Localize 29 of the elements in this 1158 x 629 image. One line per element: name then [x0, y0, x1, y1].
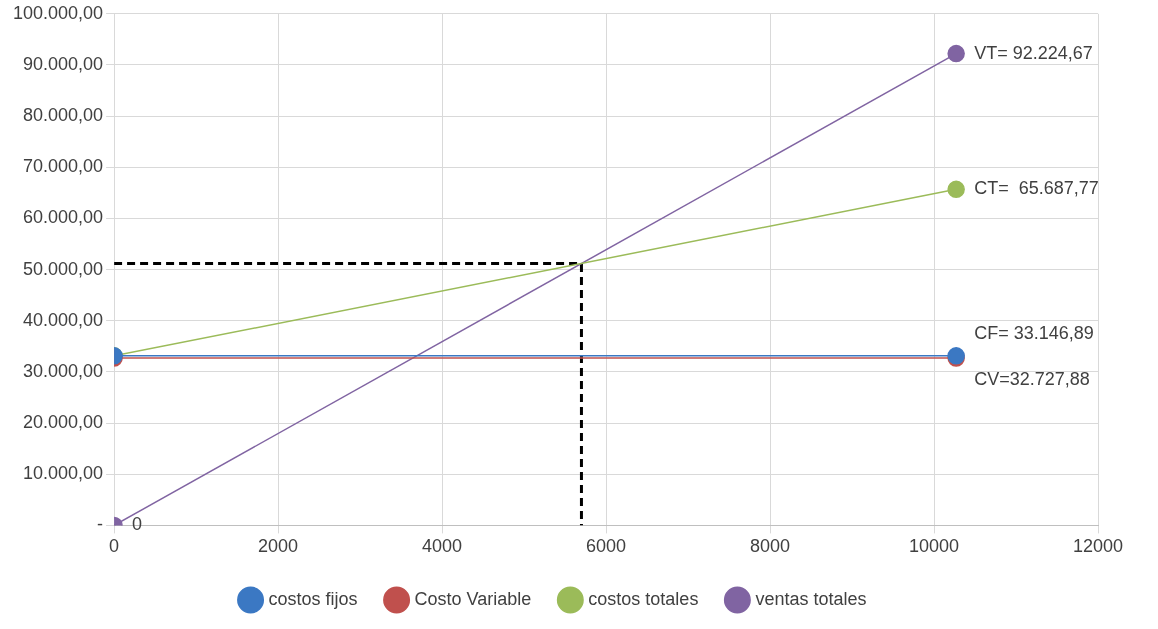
y-tick-label: 20.000,00	[23, 412, 104, 433]
legend-label: costos totales	[588, 588, 699, 609]
y-tick-label: 60.000,00	[23, 207, 104, 228]
y-tick-label: 50.000,00	[23, 258, 104, 279]
y-tick-label: 80.000,00	[23, 105, 104, 126]
x-tick-label: 2000	[258, 536, 299, 557]
data-label: CF= 33.146,89	[974, 322, 1094, 343]
y-tick-label: 100.000,00	[12, 2, 104, 23]
x-tick-label: 8000	[750, 536, 791, 557]
y-tick-label: 30.000,00	[23, 360, 104, 381]
legend-label: costos fijos	[268, 588, 358, 609]
data-label: 0	[132, 514, 143, 535]
x-tick-label: 10000	[908, 536, 960, 557]
x-tick-label: 0	[109, 536, 120, 557]
x-tick-label: 4000	[422, 536, 463, 557]
y-tick-label: 70.000,00	[23, 156, 104, 177]
point	[947, 180, 965, 199]
point	[947, 44, 965, 63]
y-tick-label: 40.000,00	[23, 309, 104, 330]
y-tick-label: -	[97, 514, 104, 535]
legend-label: Costo Variable	[414, 588, 532, 609]
y-tick-label: 10.000,00	[23, 463, 104, 484]
data-label: CV=32.727,88	[974, 368, 1090, 389]
data-label: VT= 92.224,67	[974, 42, 1093, 63]
x-tick-label: 6000	[586, 536, 627, 557]
y-tick-label: 90.000,00	[23, 53, 104, 74]
data-label: CT= 65.687,77	[974, 178, 1099, 199]
legend-label: ventas totales	[755, 588, 867, 609]
x-tick-label: 12000	[1072, 536, 1124, 557]
